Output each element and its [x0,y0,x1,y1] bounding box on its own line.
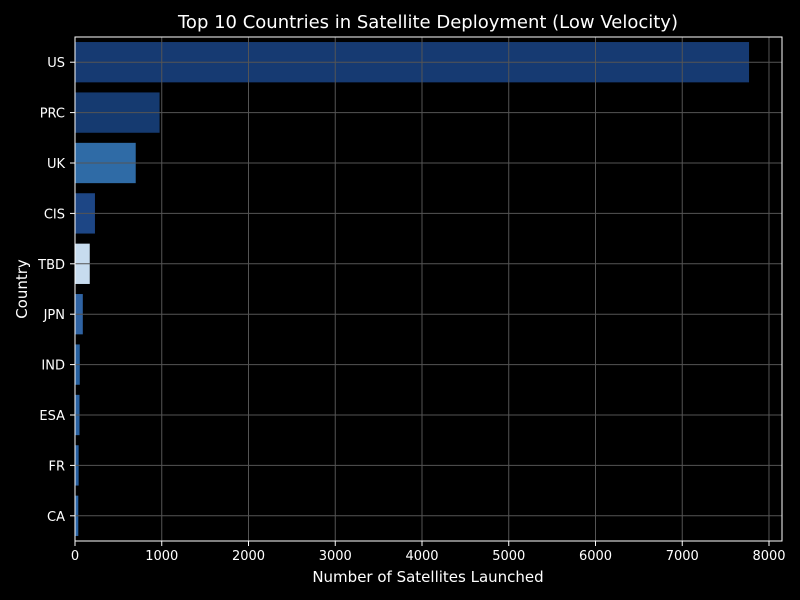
x-tick-label: 2000 [232,549,265,564]
plot-frame [74,36,783,542]
y-axis-label: Country [13,259,31,319]
x-tick-label: 5000 [492,549,525,564]
x-tick-label: 0 [71,549,79,564]
x-axis: 0 1000 2000 3000 4000 5000 6000 7000 8000 [71,541,786,564]
x-tick-label: 1000 [145,549,178,564]
y-tick-label: UK [47,157,66,172]
y-tick-label: US [47,56,65,71]
x-axis-label: Number of Satellites Launched [312,568,543,586]
x-tick-label: 4000 [405,549,438,564]
chart-title: Top 10 Countries in Satellite Deployment… [177,12,678,33]
y-tick-label: JPN [43,308,65,323]
y-tick-label: FR [48,459,65,474]
x-tick-label: 3000 [319,549,352,564]
y-tick-label: TBD [37,258,65,273]
y-tick-label: PRC [40,107,65,122]
x-tick-label: 7000 [666,549,699,564]
x-tick-label: 6000 [579,549,612,564]
y-axis: US PRC UK CIS TBD JPN IND ESA FR CA [37,56,75,525]
y-tick-label: ESA [39,409,65,424]
grid [74,37,782,541]
y-tick-label: CIS [44,207,65,222]
y-tick-label: IND [41,359,65,374]
x-tick-label: 8000 [752,549,785,564]
y-tick-label: CA [47,510,65,525]
bars [75,42,750,536]
